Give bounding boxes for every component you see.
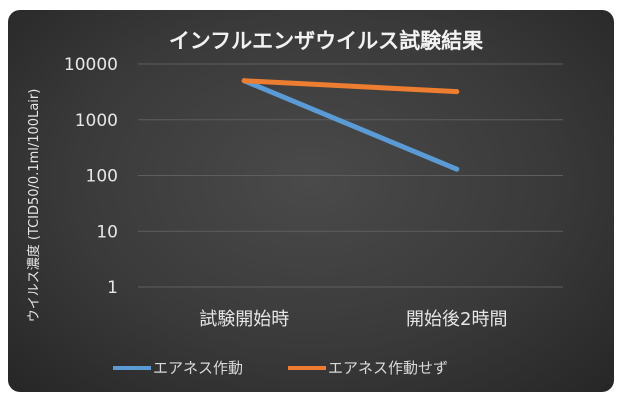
chart-title: インフルエンザウイルス試験結果 — [169, 29, 483, 53]
y-tick-label: 1000 — [75, 111, 118, 131]
legend-entry: エアネス作動 — [153, 359, 243, 377]
series-line-0 — [241, 78, 460, 172]
data-point — [454, 89, 460, 95]
chart-svg: インフルエンザウイルス試験結果 1 10 100 1000 10000 ウイルス濃度 (… — [26, 29, 563, 377]
y-tick-label: 100 — [86, 167, 118, 187]
category-label: 開始後2時間 — [406, 309, 507, 330]
data-point — [241, 78, 247, 84]
grid-layer — [138, 63, 563, 288]
series-layer — [241, 78, 460, 172]
category-label: 試験開始時 — [199, 309, 289, 330]
series-line-1 — [241, 78, 460, 95]
category-labels: 試験開始時 開始後2時間 — [199, 309, 507, 330]
chart-card: インフルエンザウイルス試験結果 1 10 100 1000 10000 ウイルス濃度 (… — [8, 10, 614, 392]
y-tick-labels: 1 10 100 1000 10000 — [64, 55, 118, 298]
y-axis-label: ウイルス濃度 (TCID50/0.1ml/100Lair) — [26, 89, 42, 323]
data-point — [454, 166, 460, 172]
y-tick-label: 1 — [107, 278, 118, 298]
y-tick-label: 10000 — [64, 55, 118, 75]
legend-entry: エアネス作動せず — [328, 359, 448, 377]
y-tick-label: 10 — [96, 222, 118, 242]
legend: エアネス作動 エアネス作動せず — [113, 359, 448, 377]
